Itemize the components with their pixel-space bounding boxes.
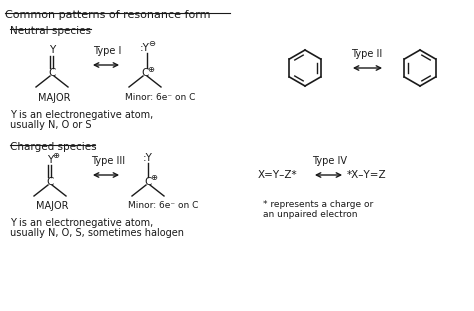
Text: ⊖: ⊖	[148, 39, 155, 49]
Text: C: C	[144, 177, 152, 187]
Text: Y: Y	[49, 45, 55, 55]
Text: Type III: Type III	[91, 156, 125, 166]
Text: MAJOR: MAJOR	[38, 93, 71, 103]
Text: X=Y–Z*: X=Y–Z*	[258, 170, 298, 180]
Text: Minor: 6e⁻ on C: Minor: 6e⁻ on C	[125, 93, 195, 102]
Text: C: C	[46, 177, 54, 187]
Text: usually N, O or S: usually N, O or S	[10, 120, 91, 130]
Text: Neutral species: Neutral species	[10, 26, 91, 36]
Text: Charged species: Charged species	[10, 142, 97, 152]
Text: Y is an electronegative atom,: Y is an electronegative atom,	[10, 110, 153, 120]
Text: ⊕: ⊕	[53, 151, 60, 160]
Text: Type II: Type II	[351, 49, 382, 59]
Text: ⊕: ⊕	[151, 174, 157, 183]
Text: an unpaired electron: an unpaired electron	[263, 210, 357, 219]
Text: ⊕: ⊕	[147, 64, 155, 73]
Text: * represents a charge or: * represents a charge or	[263, 200, 373, 209]
Text: MAJOR: MAJOR	[36, 201, 69, 211]
Text: :Y: :Y	[143, 153, 153, 163]
Text: :Y: :Y	[140, 43, 150, 53]
Text: Common patterns of resonance form: Common patterns of resonance form	[5, 10, 210, 20]
Text: Y is an electronegative atom,: Y is an electronegative atom,	[10, 218, 153, 228]
Text: usually N, O, S, sometimes halogen: usually N, O, S, sometimes halogen	[10, 228, 184, 238]
Text: Type IV: Type IV	[312, 156, 347, 166]
Text: Minor: 6e⁻ on C: Minor: 6e⁻ on C	[128, 201, 199, 210]
Text: C: C	[141, 68, 149, 78]
Text: Y: Y	[47, 155, 53, 165]
Text: Type I: Type I	[93, 46, 121, 56]
Text: C: C	[48, 68, 55, 78]
Text: *X–Y=Z: *X–Y=Z	[347, 170, 387, 180]
